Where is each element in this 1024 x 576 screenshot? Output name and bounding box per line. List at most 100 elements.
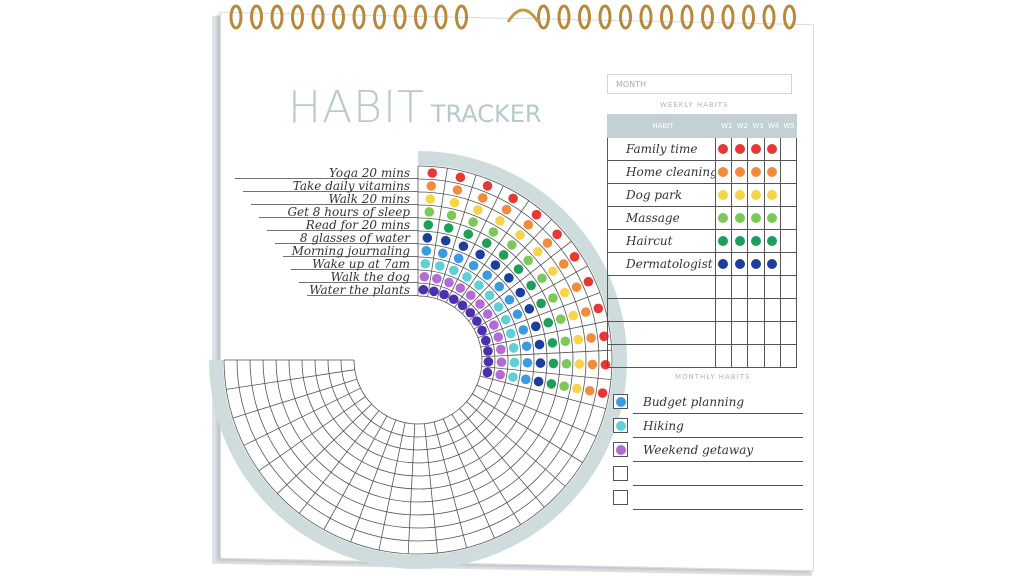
- habit-day-dot[interactable]: [587, 359, 598, 370]
- week-cell[interactable]: [765, 253, 781, 275]
- habit-day-dot[interactable]: [548, 358, 559, 369]
- habit-day-dot[interactable]: [560, 336, 571, 347]
- habit-day-dot[interactable]: [523, 219, 534, 230]
- week-cell[interactable]: [765, 207, 781, 229]
- week-cell[interactable]: [716, 161, 732, 183]
- habit-day-dot[interactable]: [448, 265, 459, 276]
- habit-day-dot[interactable]: [475, 249, 485, 260]
- habit-day-dot[interactable]: [599, 331, 609, 342]
- habit-day-dot[interactable]: [508, 193, 518, 204]
- week-cell[interactable]: [748, 207, 765, 229]
- habit-day-dot[interactable]: [505, 328, 516, 339]
- habit-day-dot[interactable]: [493, 302, 504, 312]
- habit-day-dot[interactable]: [533, 246, 543, 257]
- week-cell[interactable]: [732, 299, 749, 321]
- habit-day-dot[interactable]: [536, 298, 546, 309]
- habit-day-dot[interactable]: [574, 359, 585, 369]
- habit-day-dot[interactable]: [484, 290, 495, 301]
- habit-day-dot[interactable]: [523, 255, 533, 266]
- habit-day-dot[interactable]: [546, 379, 557, 389]
- week-cell[interactable]: [732, 276, 749, 298]
- habit-day-dot[interactable]: [507, 240, 517, 250]
- week-cell[interactable]: [716, 184, 732, 206]
- week-cell[interactable]: [781, 230, 796, 252]
- week-cell[interactable]: [748, 230, 765, 252]
- week-cell[interactable]: [716, 230, 732, 252]
- habit-day-dot[interactable]: [455, 172, 466, 183]
- habit-day-dot[interactable]: [571, 282, 582, 292]
- habit-day-dot[interactable]: [489, 320, 499, 330]
- week-cell[interactable]: [781, 276, 796, 298]
- habit-day-dot[interactable]: [586, 333, 596, 343]
- week-cell[interactable]: [732, 207, 749, 229]
- habit-day-dot[interactable]: [446, 210, 457, 221]
- habit-day-dot[interactable]: [555, 314, 566, 324]
- habit-day-dot[interactable]: [548, 293, 558, 303]
- habit-day-dot[interactable]: [481, 238, 492, 249]
- week-cell[interactable]: [781, 345, 796, 367]
- habit-day-dot[interactable]: [533, 376, 544, 387]
- habit-day-dot[interactable]: [521, 341, 532, 351]
- monthly-checkbox[interactable]: [613, 418, 628, 433]
- habit-day-dot[interactable]: [531, 209, 542, 220]
- habit-day-dot[interactable]: [480, 335, 491, 346]
- habit-day-dot[interactable]: [440, 235, 451, 246]
- habit-day-dot[interactable]: [437, 248, 448, 259]
- habit-day-dot[interactable]: [422, 233, 433, 243]
- habit-day-dot[interactable]: [597, 388, 608, 398]
- week-cell[interactable]: [781, 138, 796, 160]
- habit-day-dot[interactable]: [524, 304, 535, 314]
- habit-day-dot[interactable]: [426, 181, 437, 191]
- month-field[interactable]: MONTH: [607, 74, 792, 94]
- habit-day-dot[interactable]: [427, 168, 438, 178]
- week-cell[interactable]: [765, 299, 781, 321]
- week-cell[interactable]: [781, 207, 796, 229]
- monthly-checkbox[interactable]: [613, 442, 628, 457]
- week-cell[interactable]: [765, 138, 781, 160]
- habit-day-dot[interactable]: [448, 294, 459, 305]
- habit-day-dot[interactable]: [475, 299, 485, 309]
- week-cell[interactable]: [732, 184, 749, 206]
- habit-day-dot[interactable]: [449, 197, 460, 208]
- habit-day-dot[interactable]: [477, 325, 487, 336]
- week-cell[interactable]: [732, 161, 749, 183]
- habit-day-dot[interactable]: [496, 357, 507, 367]
- habit-day-dot[interactable]: [520, 374, 531, 385]
- habit-day-dot[interactable]: [501, 204, 512, 215]
- habit-day-dot[interactable]: [453, 253, 464, 264]
- week-cell[interactable]: [781, 299, 796, 321]
- habit-day-dot[interactable]: [512, 309, 523, 320]
- week-cell[interactable]: [716, 322, 732, 344]
- habit-day-dot[interactable]: [493, 332, 504, 342]
- week-cell[interactable]: [748, 184, 765, 206]
- habit-day-dot[interactable]: [498, 250, 509, 260]
- week-cell[interactable]: [716, 276, 732, 298]
- habit-day-dot[interactable]: [508, 343, 519, 353]
- week-cell[interactable]: [765, 345, 781, 367]
- habit-day-dot[interactable]: [593, 303, 604, 314]
- week-cell[interactable]: [781, 322, 796, 344]
- habit-day-dot[interactable]: [439, 289, 449, 300]
- habit-day-dot[interactable]: [537, 273, 547, 284]
- week-cell[interactable]: [781, 253, 796, 275]
- habit-day-dot[interactable]: [432, 273, 442, 284]
- habit-day-dot[interactable]: [482, 181, 493, 191]
- week-cell[interactable]: [748, 322, 765, 344]
- week-cell[interactable]: [765, 184, 781, 206]
- habit-day-dot[interactable]: [482, 270, 492, 280]
- habit-day-dot[interactable]: [474, 280, 484, 291]
- habit-day-dot[interactable]: [488, 227, 499, 237]
- week-cell[interactable]: [716, 345, 732, 367]
- habit-day-dot[interactable]: [452, 185, 463, 195]
- habit-day-dot[interactable]: [490, 260, 501, 270]
- habit-day-dot[interactable]: [419, 271, 430, 282]
- habit-day-dot[interactable]: [547, 338, 558, 348]
- week-cell[interactable]: [748, 138, 765, 160]
- habit-day-dot[interactable]: [494, 281, 505, 292]
- habit-day-dot[interactable]: [429, 286, 439, 297]
- week-cell[interactable]: [765, 322, 781, 344]
- habit-day-dot[interactable]: [534, 339, 545, 350]
- week-cell[interactable]: [716, 299, 732, 321]
- habit-day-dot[interactable]: [463, 229, 474, 239]
- habit-day-dot[interactable]: [420, 258, 431, 269]
